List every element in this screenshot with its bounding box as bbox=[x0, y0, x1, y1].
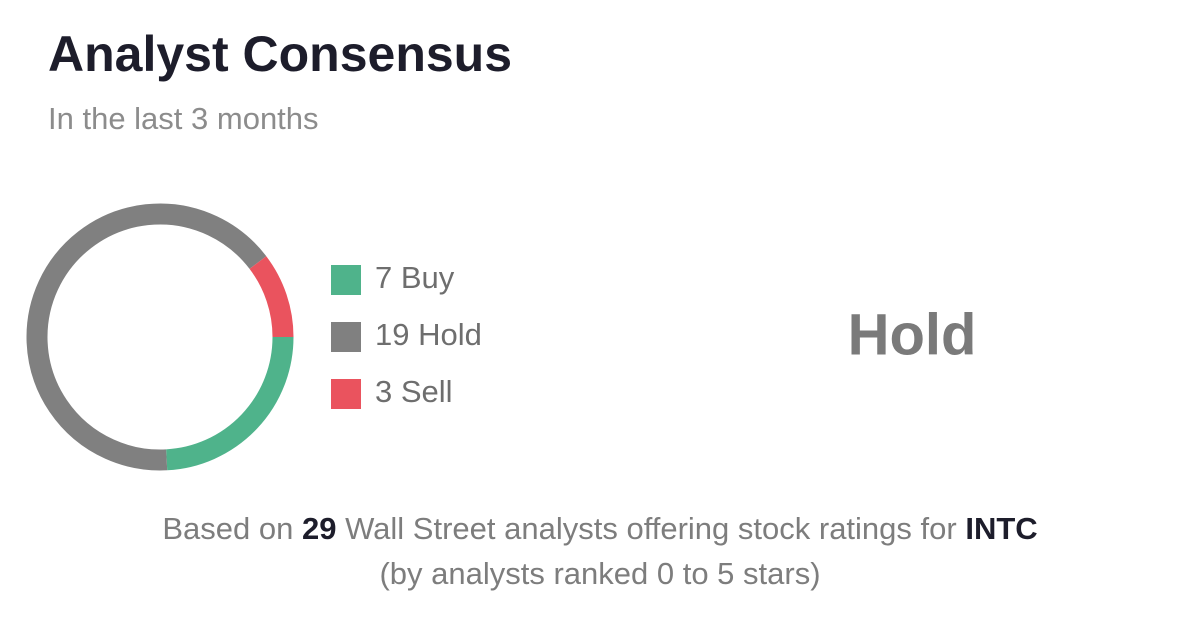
footer-prefix: Based on bbox=[162, 511, 293, 546]
donut-segment bbox=[249, 256, 294, 338]
legend-swatch bbox=[331, 322, 361, 352]
subtitle: In the last 3 months bbox=[48, 101, 319, 136]
legend-count: 3 bbox=[375, 374, 392, 409]
title: Analyst Consensus bbox=[48, 26, 512, 82]
legend-label: Hold bbox=[418, 317, 482, 352]
legend-entry: 19 Hold bbox=[375, 317, 482, 352]
legend-label: Buy bbox=[401, 260, 455, 295]
legend-swatch bbox=[331, 379, 361, 409]
consensus: Hold bbox=[848, 302, 977, 367]
legend-swatch bbox=[331, 265, 361, 295]
legend: 7 Buy 19 Hold 3 Sell bbox=[331, 260, 482, 409]
footer-ticker: INTC bbox=[965, 511, 1037, 546]
legend-label: Sell bbox=[401, 374, 453, 409]
footer: Based on 29 Wall Street analysts offerin… bbox=[162, 511, 1037, 546]
donut bbox=[26, 203, 294, 471]
legend-count: 7 bbox=[375, 260, 392, 295]
donut-segment bbox=[165, 336, 294, 471]
footer-count: 29 bbox=[302, 511, 336, 546]
legend-entry: 3 Sell bbox=[375, 374, 453, 409]
legend-entry: 7 Buy bbox=[375, 260, 455, 295]
footer-middle: Wall Street analysts offering stock rati… bbox=[345, 511, 957, 546]
legend-count: 19 bbox=[375, 317, 409, 352]
footer-note: (by analysts ranked 0 to 5 stars) bbox=[379, 556, 820, 591]
donut-segment bbox=[26, 203, 267, 471]
